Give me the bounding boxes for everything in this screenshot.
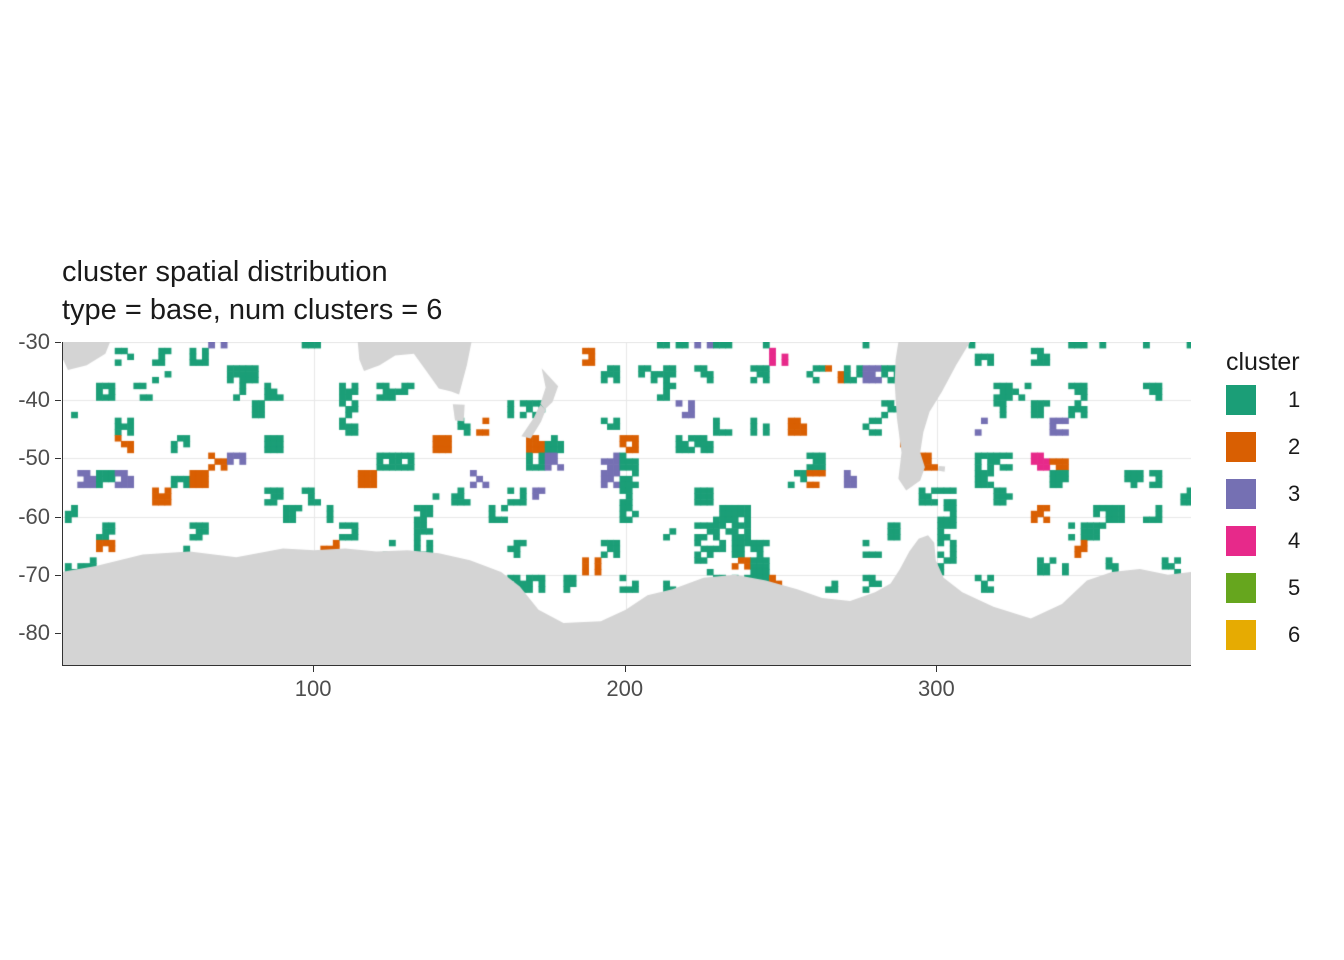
legend-label-cluster-6: 6	[1288, 622, 1301, 647]
y-tick-label: -50	[18, 445, 50, 471]
x-tick-mark	[313, 666, 315, 672]
plot-subtitle: type = base, num clusters = 6	[62, 294, 443, 326]
x-tick-mark	[624, 666, 626, 672]
y-tick-label: -80	[18, 619, 50, 645]
y-tick-label: -30	[18, 329, 50, 354]
y-tick-mark	[55, 342, 61, 343]
x-tick-label: 300	[917, 676, 955, 701]
legend-swatch-cluster-4	[1226, 526, 1256, 556]
y-tick-mark	[55, 458, 61, 460]
plot-panel	[62, 342, 1191, 666]
legend-title: cluster	[1226, 348, 1300, 376]
legend-swatch-cluster-3	[1226, 479, 1256, 509]
y-tick-mark	[55, 400, 61, 402]
plot-title: cluster spatial distribution	[62, 256, 388, 288]
y-tick-mark	[55, 574, 61, 576]
x-tick-label: 100	[294, 676, 332, 701]
legend-label-cluster-1: 1	[1288, 387, 1301, 412]
legend-swatch-cluster-1	[1226, 385, 1256, 415]
cluster-map-canvas	[63, 342, 1191, 665]
legend-swatch-cluster-6	[1226, 620, 1256, 650]
legend-swatch-cluster-2	[1226, 432, 1256, 462]
y-tick-mark	[55, 632, 61, 634]
y-tick-label: -60	[18, 503, 50, 529]
legend-label-cluster-4: 4	[1288, 528, 1301, 553]
legend-label-cluster-3: 3	[1288, 481, 1301, 506]
legend-swatch-cluster-5	[1226, 573, 1256, 603]
legend-label-cluster-2: 2	[1288, 434, 1301, 459]
x-tick-label: 200	[606, 676, 644, 701]
x-tick-mark	[936, 666, 938, 672]
y-tick-label: -40	[18, 387, 50, 413]
y-tick-label: -70	[18, 561, 50, 587]
legend-label-cluster-5: 5	[1288, 575, 1301, 600]
y-tick-mark	[55, 516, 61, 518]
